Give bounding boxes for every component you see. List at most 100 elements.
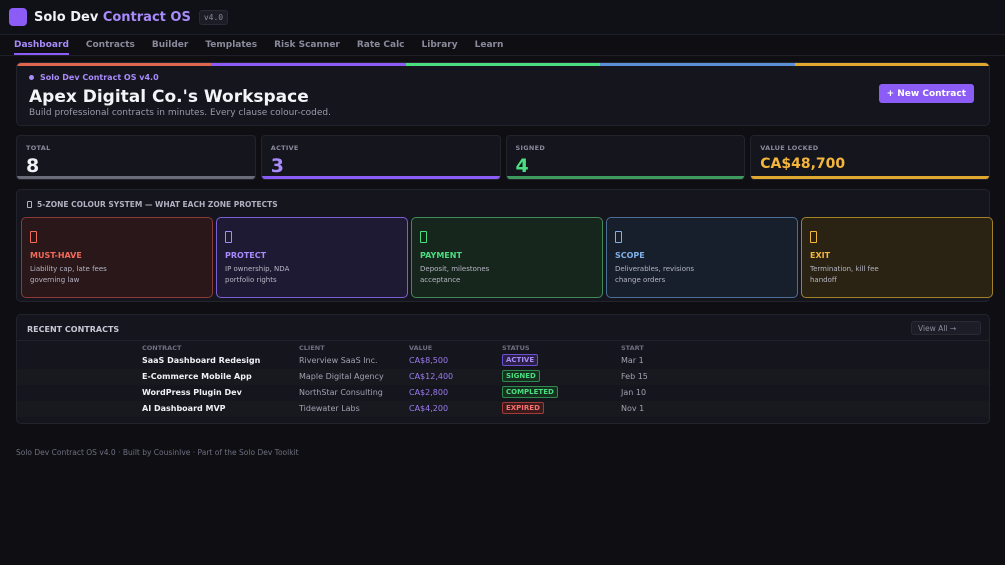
stat-accent-bar — [17, 176, 255, 179]
column-header-status: STATUS — [502, 344, 530, 352]
zone-description: Liability cap, late fees governing law — [30, 264, 200, 286]
zone-description: Termination, kill fee handoff — [810, 264, 980, 286]
contract-name: SaaS Dashboard Redesign — [142, 356, 261, 365]
zone-desc-line: handoff — [810, 276, 837, 284]
client-name: Maple Digital Agency — [299, 372, 384, 381]
table-row[interactable]: SaaS Dashboard Redesign Riverview SaaS In… — [17, 353, 989, 369]
stat-value: CA$48,700 — [760, 156, 846, 172]
status-badge: COMPLETED — [502, 386, 558, 398]
strip-segment — [794, 63, 989, 66]
main-nav: Dashboard Contracts Builder Templates Risk S… — [0, 35, 1005, 56]
zone-icon — [810, 231, 817, 243]
zone-name: PROTECT — [225, 251, 267, 260]
table-row[interactable]: AI Dashboard MVP Tidewater Labs CA$4,200 EX… — [17, 401, 989, 417]
start-date: Jan 10 — [621, 388, 647, 397]
zone-desc-line: portfolio rights — [225, 276, 277, 284]
zone-icon — [615, 231, 622, 243]
table-row[interactable]: WordPress Plugin Dev NorthStar Consulting… — [17, 385, 989, 401]
nav-tab-dashboard[interactable]: Dashboard — [14, 40, 69, 55]
zone-name: MUST-HAVE — [30, 251, 82, 260]
stat-label: VALUE LOCKED — [760, 144, 819, 152]
nav-tab-library[interactable]: Library — [421, 40, 458, 50]
zone-colour-strip — [17, 63, 989, 66]
stat-accent-bar — [506, 176, 745, 179]
stat-card-total: TOTAL 8 — [16, 135, 256, 180]
zone-icon — [225, 231, 232, 243]
stat-accent-bar — [751, 176, 989, 179]
recent-contracts-title: RECENT CONTRACTS — [27, 325, 120, 334]
zone-card-exit[interactable]: EXIT Termination, kill fee handoff — [801, 217, 993, 298]
zone-system-title: 5-ZONE COLOUR SYSTEM — WHAT EACH ZONE PR… — [27, 200, 278, 209]
contract-name: AI Dashboard MVP — [142, 404, 226, 413]
start-date: Feb 15 — [621, 372, 648, 381]
zone-desc-line: change orders — [615, 276, 666, 284]
column-header-value: VALUE — [409, 344, 433, 352]
app-logo-icon — [9, 8, 27, 26]
client-name: Riverview SaaS Inc. — [299, 356, 378, 365]
hero-kicker: Solo Dev Contract OS v4.0 — [29, 73, 159, 82]
column-header-client: CLIENT — [299, 344, 325, 352]
stat-label: ACTIVE — [270, 144, 299, 152]
nav-tab-learn[interactable]: Learn — [474, 40, 504, 50]
nav-tab-templates[interactable]: Templates — [205, 40, 258, 50]
contract-name: E-Commerce Mobile App — [142, 372, 252, 381]
status-badge: ACTIVE — [502, 354, 539, 366]
stat-label: SIGNED — [515, 144, 546, 152]
zone-name: PAYMENT — [420, 251, 462, 260]
stat-label: TOTAL — [26, 144, 51, 152]
strip-segment — [211, 63, 406, 66]
nav-tab-rate-calc[interactable]: Rate Calc — [356, 40, 405, 50]
stats-row: TOTAL 8 ACTIVE 3 SIGNED 4 VALUE LOCKED CA$48,70… — [16, 135, 990, 180]
view-all-button[interactable]: View All → — [911, 321, 981, 335]
zone-desc-line: IP ownership, NDA — [225, 265, 290, 273]
table-row[interactable]: E-Commerce Mobile App Maple Digital Agenc… — [17, 369, 989, 385]
strip-segment — [405, 63, 601, 66]
column-header-contract: CONTRACT — [142, 344, 182, 352]
start-date: Mar 1 — [621, 356, 644, 365]
contract-value: CA$2,800 — [409, 388, 449, 397]
strip-segment — [17, 63, 212, 66]
client-name: NorthStar Consulting — [299, 388, 383, 397]
hero-card: Solo Dev Contract OS v4.0 Apex Digital C… — [16, 62, 990, 126]
table-header: CONTRACT CLIENT VALUE STATUS START — [17, 340, 989, 354]
status-dot-icon — [29, 75, 34, 80]
app-name-accent: Contract OS — [102, 9, 191, 25]
client-name: Tidewater Labs — [299, 404, 360, 413]
zone-desc-line: governing law — [30, 276, 80, 284]
zone-card-protect[interactable]: PROTECT IP ownership, NDA portfolio rights — [216, 217, 408, 298]
stat-card-signed: SIGNED 4 — [505, 135, 746, 180]
zone-name: SCOPE — [615, 251, 645, 260]
nav-tab-contracts[interactable]: Contracts — [85, 40, 135, 50]
top-bar: Solo Dev Contract OS v4.0 — [0, 0, 1005, 35]
zone-description: Deposit, milestones acceptance — [420, 264, 590, 286]
zone-desc-line: Liability cap, late fees — [30, 265, 107, 273]
nav-tab-risk-scanner[interactable]: Risk Scanner — [274, 40, 340, 50]
contract-value: CA$8,500 — [409, 356, 449, 365]
contract-value: CA$4,200 — [409, 404, 449, 413]
footer: Solo Dev Contract OS v4.0 · Built by Cou… — [16, 448, 299, 457]
zone-system-title-text: 5-ZONE COLOUR SYSTEM — WHAT EACH ZONE PR… — [37, 200, 278, 209]
zone-description: Deliverables, revisions change orders — [615, 264, 785, 286]
stat-card-active: ACTIVE 3 — [260, 135, 501, 180]
palette-icon — [27, 201, 32, 208]
status-badge: EXPIRED — [502, 402, 544, 414]
workspace-title: Apex Digital Co.'s Workspace — [29, 87, 309, 107]
zone-card-scope[interactable]: SCOPE Deliverables, revisions change order… — [606, 217, 798, 298]
zone-desc-line: Deposit, milestones — [420, 265, 490, 273]
zone-icon — [30, 231, 37, 243]
stat-value: 8 — [26, 155, 40, 177]
zone-card-payment[interactable]: PAYMENT Deposit, milestones acceptance — [411, 217, 603, 298]
nav-tab-builder[interactable]: Builder — [151, 40, 189, 50]
zone-row: MUST-HAVE Liability cap, late fees governi… — [21, 217, 993, 298]
column-header-start: START — [621, 344, 644, 352]
version-badge: v4.0 — [198, 9, 229, 25]
app-name: Solo Dev Contract OS — [34, 10, 191, 25]
zone-system-card: 5-ZONE COLOUR SYSTEM — WHAT EACH ZONE PR… — [16, 189, 993, 302]
zone-desc-line: Deliverables, revisions — [615, 265, 695, 273]
stat-accent-bar — [261, 176, 500, 179]
zone-card-must-have[interactable]: MUST-HAVE Liability cap, late fees governi… — [21, 217, 213, 298]
new-contract-button[interactable]: + New Contract — [878, 84, 974, 103]
recent-contracts-card: RECENT CONTRACTS View All → CONTRACT CLIE… — [16, 314, 990, 424]
contract-value: CA$12,400 — [409, 372, 454, 381]
hero-kicker-text: Solo Dev Contract OS v4.0 — [40, 73, 159, 82]
